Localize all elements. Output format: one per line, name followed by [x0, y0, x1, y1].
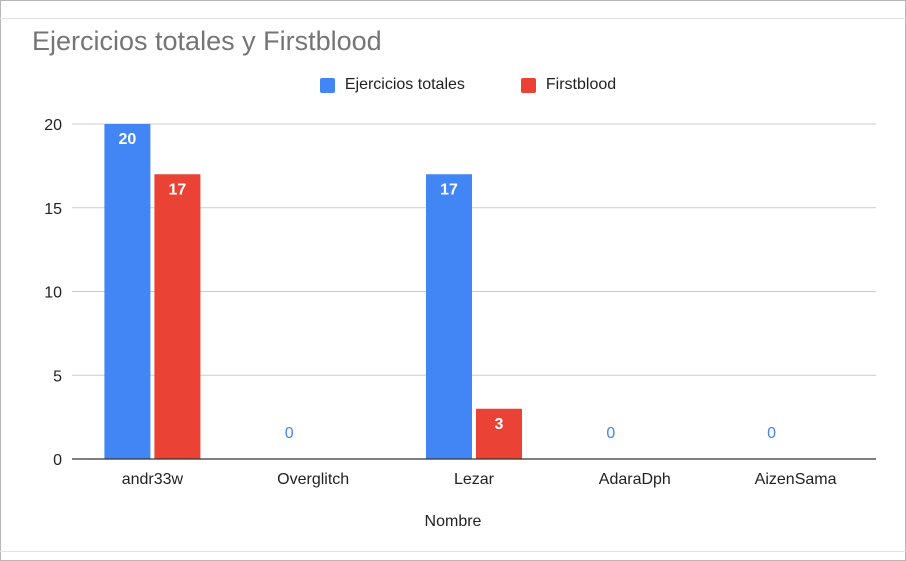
legend-item-ejercicios[interactable]: Ejercicios totales: [319, 76, 465, 94]
legend-label-firstblood: Firstblood: [545, 76, 617, 93]
bar-data-label: 17: [440, 181, 458, 198]
bar-data-label: 17: [169, 181, 187, 198]
chart-title: Ejercicios totales y Firstblood: [32, 26, 382, 56]
x-tick-label: Overglitch: [277, 471, 349, 488]
y-tick-label: 5: [53, 368, 62, 385]
y-tick-label: 15: [44, 201, 62, 218]
x-axis-title: Nombre: [424, 513, 482, 530]
legend: Ejercicios totales Firstblood: [0, 76, 906, 94]
bar-data-label: 0: [767, 425, 776, 442]
bar: [104, 124, 151, 459]
legend-label-ejercicios: Ejercicios totales: [344, 76, 465, 93]
legend-swatch-ejercicios: [319, 77, 335, 93]
bar-data-label: 0: [606, 425, 615, 442]
bar-data-label: 20: [119, 131, 137, 148]
bar: [476, 408, 522, 459]
legend-item-firstblood[interactable]: Firstblood: [520, 76, 617, 94]
x-tick-label: Lezar: [454, 471, 495, 488]
x-tick-label: AizenSama: [755, 471, 837, 488]
x-tick-label: AdaraDph: [599, 471, 671, 488]
y-tick-label: 0: [53, 452, 62, 469]
y-tick-label: 20: [44, 117, 62, 134]
bar: [426, 174, 472, 459]
y-tick-label: 10: [44, 285, 62, 302]
sheet-gridline: [0, 18, 906, 19]
legend-swatch-firstblood: [520, 77, 536, 93]
x-tick-label: andr33w: [122, 471, 184, 488]
bar: [154, 174, 201, 459]
bar-data-label: 3: [495, 416, 504, 433]
sheet-gridline: [0, 551, 906, 552]
bar-data-label: 0: [285, 425, 294, 442]
